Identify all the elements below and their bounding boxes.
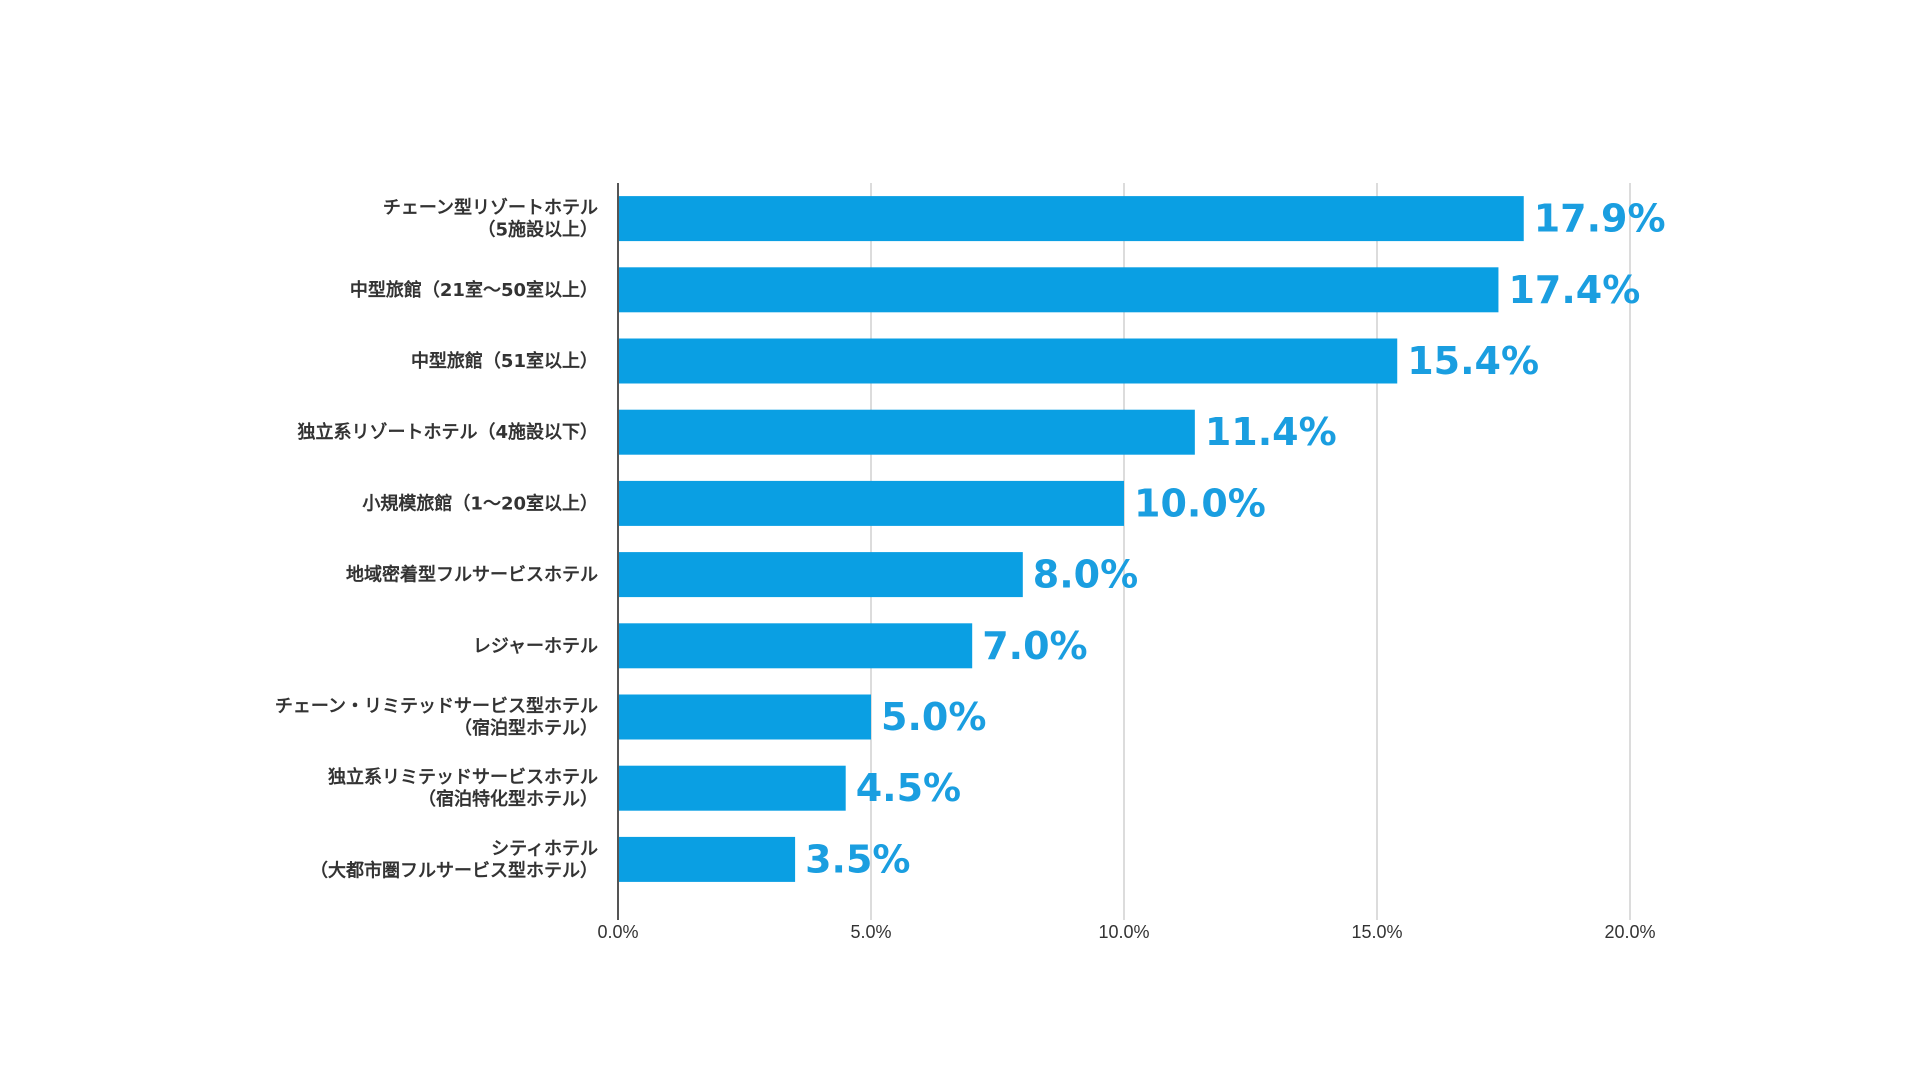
bar xyxy=(618,480,1124,526)
bar xyxy=(618,765,846,811)
category-label: 小規模旅館（1〜20室以上） xyxy=(362,492,598,514)
data-label: 17.4% xyxy=(1508,268,1640,312)
data-label: 10.0% xyxy=(1134,481,1266,525)
bar xyxy=(618,623,973,669)
category-label: 地域密着型フルサービスホテル xyxy=(346,564,598,586)
category-labels: チェーン型リゾートホテル（5施設以上） 中型旅館（21室〜50室以上） 中型旅館（5… xyxy=(275,197,598,882)
data-label: 5.0% xyxy=(881,695,986,739)
data-label: 15.4% xyxy=(1407,339,1539,383)
bar xyxy=(618,267,1499,313)
x-tick-label: 20.0% xyxy=(1604,922,1655,942)
x-tick-label: 0.0% xyxy=(597,922,638,942)
bars xyxy=(618,196,1524,882)
bar xyxy=(618,409,1195,455)
x-tick-label: 15.0% xyxy=(1351,922,1402,942)
data-label: 7.0% xyxy=(982,624,1087,668)
bar xyxy=(618,338,1398,384)
data-label: 11.4% xyxy=(1205,410,1337,454)
x-axis-ticks: 0.0% 5.0% 10.0% 15.0% 20.0% xyxy=(597,922,1655,942)
category-label: （大都市圏フルサービス型ホテル） xyxy=(310,859,598,881)
category-label: チェーン・リミテッドサービス型ホテル xyxy=(275,695,598,717)
value-labels: 17.9% 17.4% 15.4% 11.4% 10.0% 8.0% 7.0% 5.0% 4.5… xyxy=(805,197,1665,882)
category-label: 独立系リゾートホテル（4施設以下） xyxy=(297,421,598,443)
category-label: 中型旅館（51室以上） xyxy=(411,350,598,372)
data-label: 3.5% xyxy=(805,837,910,881)
category-label: （宿泊特化型ホテル） xyxy=(418,788,598,810)
bar xyxy=(618,836,796,882)
category-label: 独立系リミテッドサービスホテル xyxy=(328,766,598,788)
bar xyxy=(618,196,1524,242)
category-label: シティホテル xyxy=(491,838,598,859)
category-label: （宿泊型ホテル） xyxy=(454,717,598,739)
data-label: 8.0% xyxy=(1033,553,1138,597)
x-tick-label: 10.0% xyxy=(1098,922,1149,942)
data-label: 4.5% xyxy=(856,766,961,810)
category-label: レジャーホテル xyxy=(473,636,598,657)
category-label: 中型旅館（21室〜50室以上） xyxy=(350,279,598,301)
data-label: 17.9% xyxy=(1534,197,1666,241)
category-label: （5施設以上） xyxy=(477,219,598,241)
bar xyxy=(618,552,1023,598)
category-label: チェーン型リゾートホテル xyxy=(383,197,598,219)
x-tick-label: 5.0% xyxy=(850,922,891,942)
bar xyxy=(618,694,871,740)
